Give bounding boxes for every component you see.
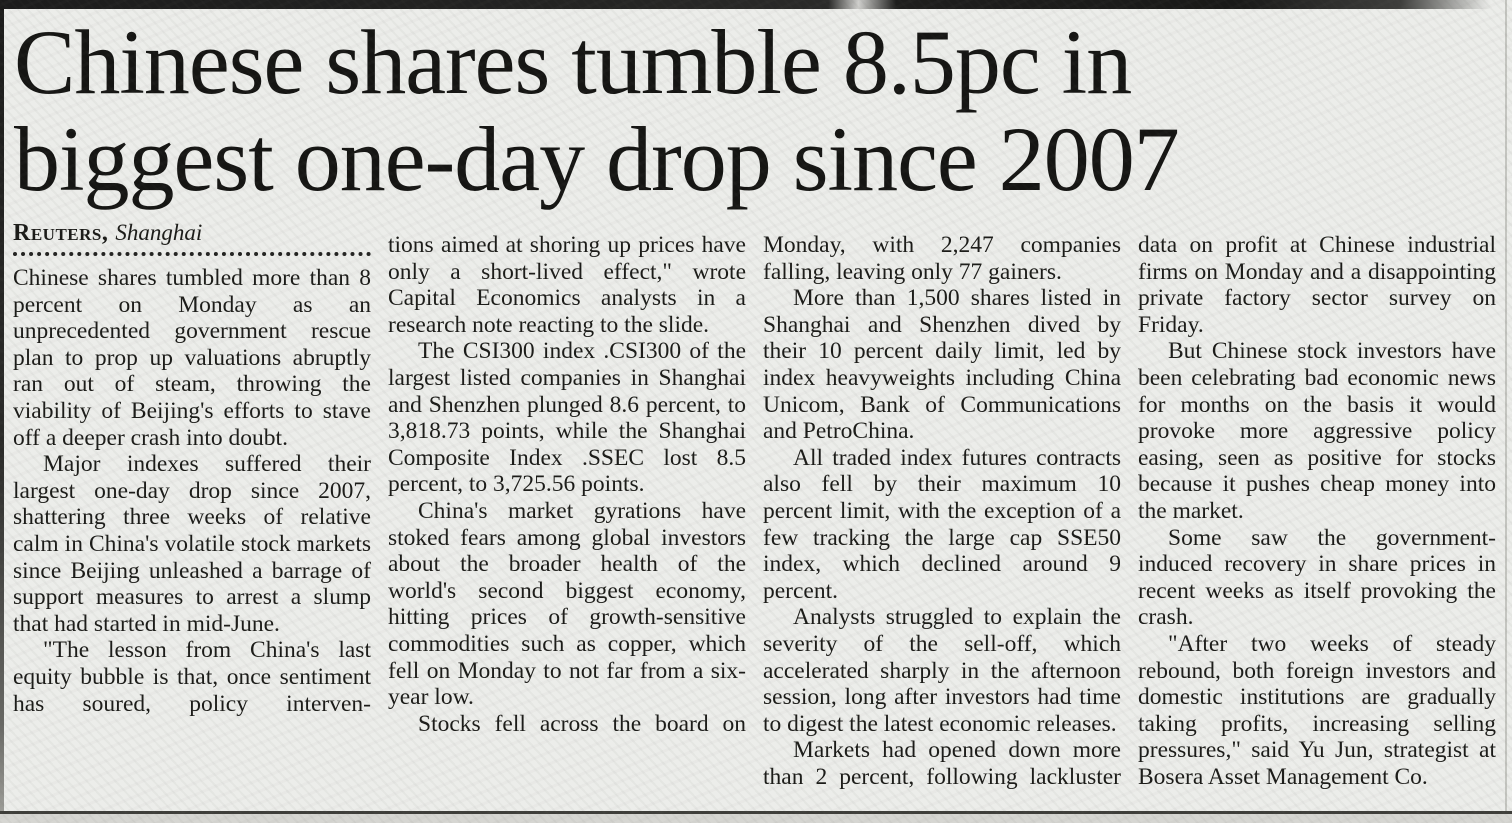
paragraph: tions aimed at shoring up prices have on… — [388, 232, 746, 338]
paragraph: "After two weeks of steady rebound, both… — [1138, 630, 1496, 790]
paragraph: "The lesson from China's last equity bub… — [13, 637, 371, 717]
paragraph: More than 1,500 shares listed in Shangha… — [763, 285, 1121, 445]
paragraph: Chinese shares tumbled more than 8 perce… — [13, 265, 371, 451]
scan-edge-left — [0, 0, 4, 823]
paragraph: All traded index futures contracts also … — [763, 444, 1121, 604]
paragraph: Stocks fell across the board on — [418, 710, 746, 737]
article-column-1: Reuters, Shanghai Chinese shares tumbled … — [13, 214, 371, 812]
article-column-4: data on profit at Chinese industrial fir… — [1138, 214, 1496, 812]
paragraph: The CSI300 index .CSI300 of the largest … — [388, 338, 746, 498]
scan-edge-right — [1505, 0, 1507, 823]
paragraph: But Chinese stock investors have been ce… — [1138, 338, 1496, 524]
scan-edge-bottom — [0, 814, 1512, 823]
paragraph: Major indexes suffered their largest one… — [13, 451, 371, 637]
paragraph: data on profit at Chinese industrial fir… — [1138, 232, 1496, 338]
headline: Chinese shares tumble 8.5pc in biggest on… — [0, 0, 1512, 208]
paragraph: Monday, with 2,247 companies falling, le… — [763, 232, 1121, 285]
byline-divider — [13, 252, 371, 256]
paragraph: Some saw the government-induced recovery… — [1138, 524, 1496, 631]
headline-line-2: biggest one-day drop since 2007 — [14, 108, 1180, 210]
scan-edge-top — [0, 0, 1506, 9]
article-column-2: tions aimed at shoring up prices have on… — [388, 214, 746, 812]
headline-line-1: Chinese shares tumble 8.5pc in — [14, 11, 1132, 113]
paragraph: Markets had opened down more than 2 perc… — [763, 737, 1121, 790]
byline: Reuters, Shanghai — [13, 220, 371, 246]
paragraph: Analysts struggled to explain the severi… — [763, 604, 1121, 737]
bottom-rule — [0, 811, 1512, 814]
byline-source: Reuters, — [13, 220, 109, 246]
byline-location: Shanghai — [115, 220, 203, 245]
article-column-3: Monday, with 2,247 companies falling, le… — [763, 214, 1121, 812]
article-body: Reuters, Shanghai Chinese shares tumbled … — [0, 208, 1512, 812]
paragraph: China's market gyrations have stoked fea… — [388, 497, 746, 711]
